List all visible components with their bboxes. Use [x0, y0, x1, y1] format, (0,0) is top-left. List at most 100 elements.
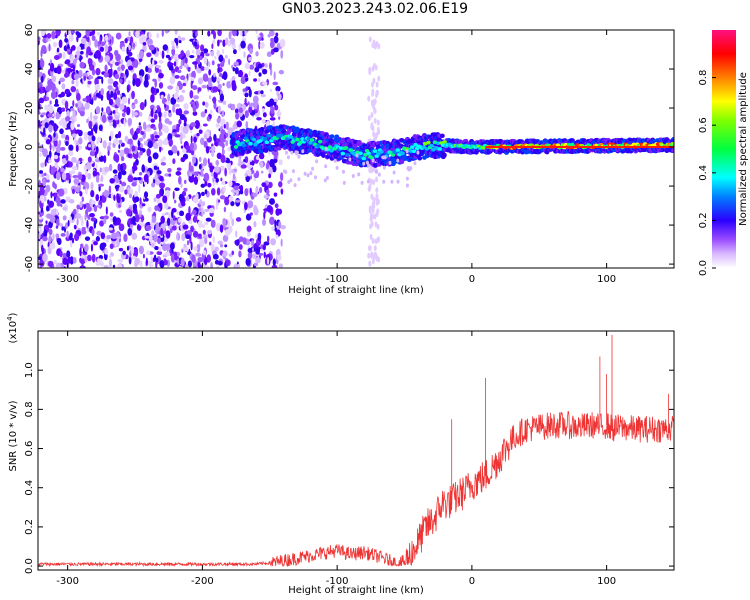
spectrogram-noise-cell [45, 139, 51, 145]
spectrogram-noise-cell [44, 122, 49, 129]
spectrogram-noise-cell [102, 140, 107, 149]
spectrogram-noise-cell [370, 252, 374, 259]
spectrogram-noise-cell [38, 97, 45, 104]
spectrogram-noise-cell [145, 65, 149, 73]
spectrogram-noise-cell [182, 246, 189, 252]
spectrogram-noise-cell [192, 111, 198, 116]
spectrogram-noise-cell [193, 95, 199, 100]
spectrogram-noise-cell [73, 137, 77, 145]
spectrogram-noise-cell [217, 199, 221, 203]
spectrogram-noise-cell [215, 222, 222, 232]
spectrogram-noise-cell [198, 129, 203, 134]
spectrogram-noise-cell [144, 235, 150, 239]
spectrogram-noise-cell [212, 86, 219, 93]
spectrogram-noise-cell [192, 197, 197, 203]
spectrogram-ridge-cell [671, 148, 674, 153]
spectrogram-noise-cell [235, 61, 239, 67]
spectrogram-noise-cell [143, 174, 149, 183]
spectrogram-noise-cell [50, 191, 53, 199]
spectrogram-noise-cell [60, 134, 66, 139]
spectrogram-noise-cell [108, 185, 112, 195]
spectrogram-ridge-cell [417, 156, 423, 161]
spectrogram-noise-cell [76, 209, 79, 213]
spectrogram-noise-cell [114, 73, 120, 80]
spectrogram-noise-cell [108, 258, 113, 268]
spectrogram-noise-cell [270, 40, 275, 49]
spectrogram-noise-cell [217, 240, 224, 245]
spectrogram-noise-cell [90, 207, 95, 211]
spectrogram-noise-cell [139, 150, 143, 156]
spectrogram-noise-cell [163, 111, 167, 119]
spectrogram-noise-cell [272, 258, 276, 266]
spectrogram-noise-cell [96, 140, 99, 144]
spectrogram-noise-cell [215, 177, 219, 183]
spectrogram-noise-cell [160, 227, 164, 237]
spectrogram-noise-cell [174, 103, 180, 108]
spectrogram-noise-cell [207, 182, 212, 188]
spectrogram-noise-cell [190, 80, 193, 89]
spectrogram-noise-cell [48, 228, 53, 236]
spectrogram-noise-cell [280, 224, 286, 230]
spectrogram-noise-cell [67, 256, 72, 264]
spectrogram-noise-cell [198, 206, 202, 212]
spectrogram-noise-cell [96, 31, 101, 36]
spectrogram-noise-cell [220, 154, 226, 164]
spectrogram-ridge-core [366, 151, 371, 156]
spectrogram-noise-cell [132, 166, 135, 174]
spectrogram-noise-cell [390, 179, 394, 184]
spectrogram-noise-cell [128, 31, 131, 37]
spectrogram-noise-cell [60, 167, 65, 173]
spectrogram-noise-cell [118, 247, 124, 252]
spectrogram-noise-cell [55, 262, 62, 268]
spectrogram-noise-cell [43, 172, 47, 177]
spectrogram-noise-cell [133, 177, 138, 181]
spectrogram-noise-cell [376, 208, 380, 215]
spectrogram-noise-cell [255, 185, 259, 195]
spectrogram-noise-cell [259, 161, 264, 169]
spectrogram-noise-cell [203, 48, 209, 54]
spectrogram-noise-cell [179, 114, 186, 121]
spectrogram-ridge-cell [236, 132, 242, 137]
spectrogram-noise-cell [185, 234, 191, 240]
spectrogram-noise-cell [45, 174, 50, 180]
spectrogram-noise-cell [84, 243, 89, 253]
spectrogram-noise-cell [165, 230, 171, 239]
spectrogram-noise-cell [68, 199, 75, 204]
spectrogram-noise-cell [190, 225, 195, 233]
spectrogram-noise-cell [176, 167, 182, 171]
spectrogram-noise-cell [269, 117, 276, 121]
spectrogram-noise-cell [213, 133, 217, 142]
spectrogram-noise-cell [68, 33, 74, 42]
spectrogram-noise-cell [279, 38, 286, 48]
spectrogram-noise-cell [53, 259, 57, 265]
spectrogram-noise-cell [225, 139, 229, 147]
spectrogram-noise-cell [189, 101, 196, 105]
spectrogram-noise-cell [244, 30, 247, 37]
spectrogram-noise-cell [109, 212, 114, 217]
spectrogram-noise-cell [247, 200, 254, 209]
spectrogram-noise-cell [372, 131, 376, 138]
spectrogram-noise-cell [277, 208, 283, 215]
spectrogram-noise-cell [70, 85, 77, 93]
spectrogram-noise-cell [370, 221, 374, 228]
spectrogram-noise-cell [85, 161, 92, 171]
spectrogram-noise-cell [158, 197, 161, 204]
spectrogram-noise-cell [258, 40, 261, 50]
spectrogram-noise-cell [86, 36, 90, 43]
spectrogram-noise-cell [38, 111, 41, 115]
spectrogram-noise-cell [43, 248, 46, 255]
spectrogram-ridge-cell [403, 156, 408, 161]
spectrogram-noise-cell [277, 93, 282, 100]
spectrogram-noise-cell [180, 145, 184, 149]
spectrogram-noise-cell [255, 247, 261, 255]
spectrogram-noise-cell [191, 85, 198, 91]
spectrogram-noise-cell [161, 243, 168, 251]
spectrogram-noise-cell [238, 236, 244, 242]
spectrogram-noise-cell [368, 245, 372, 252]
spectrogram-noise-cell [69, 216, 73, 224]
spectrogram-noise-cell [138, 137, 144, 142]
spectrogram-noise-cell [278, 69, 285, 75]
spectrogram-noise-cell [193, 136, 197, 143]
spectrogram-noise-cell [103, 218, 107, 225]
spectrogram-noise-cell [127, 186, 130, 195]
